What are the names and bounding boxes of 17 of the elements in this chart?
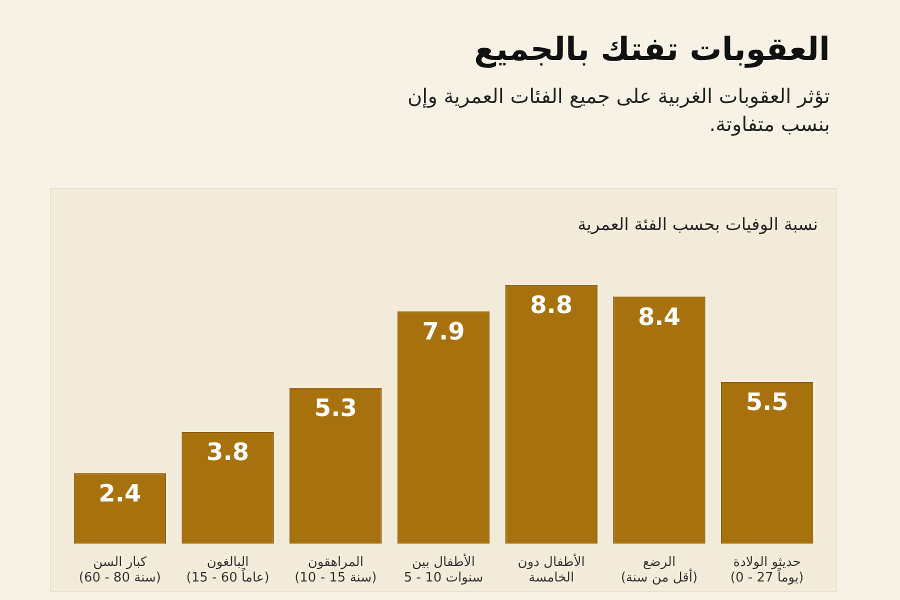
chart-title: العقوبات تفتك بالجميع [473, 30, 830, 68]
data-label: 7.9 [422, 318, 465, 346]
data-label: 8.8 [530, 291, 573, 320]
x-tick-label: الرضع (أقل من سنة) [620, 554, 698, 586]
data-label: 5.5 [746, 388, 788, 416]
data-label: 5.3 [314, 394, 357, 422]
data-label: 2.4 [98, 479, 142, 508]
x-tick-label: حديثو الولادة (0 - 27 يوماً) [730, 554, 804, 586]
x-tick-label: المراهقون (10 - 15 سنة) [294, 554, 377, 586]
data-label: 3.8 [206, 438, 250, 466]
text: نسبة الوفيات بحسب الفئة العمرية [578, 215, 818, 235]
x-tick-label: الأطفال دون الخامسة [518, 552, 585, 586]
x-tick-label: الأطفال بين 5 - 10 سنوات [404, 552, 484, 586]
data-label: 8.4 [638, 302, 680, 331]
chart-subtitle: تؤثر العقوبات الغربية على جميع الفئات العمرية وإن بنسب متفاوتة. [406, 83, 830, 138]
x-tick-label: كبار السن (60 - 80 سنة) [78, 554, 161, 586]
x-tick-label: البالغون (15 - 60 عاماً) [186, 554, 270, 586]
